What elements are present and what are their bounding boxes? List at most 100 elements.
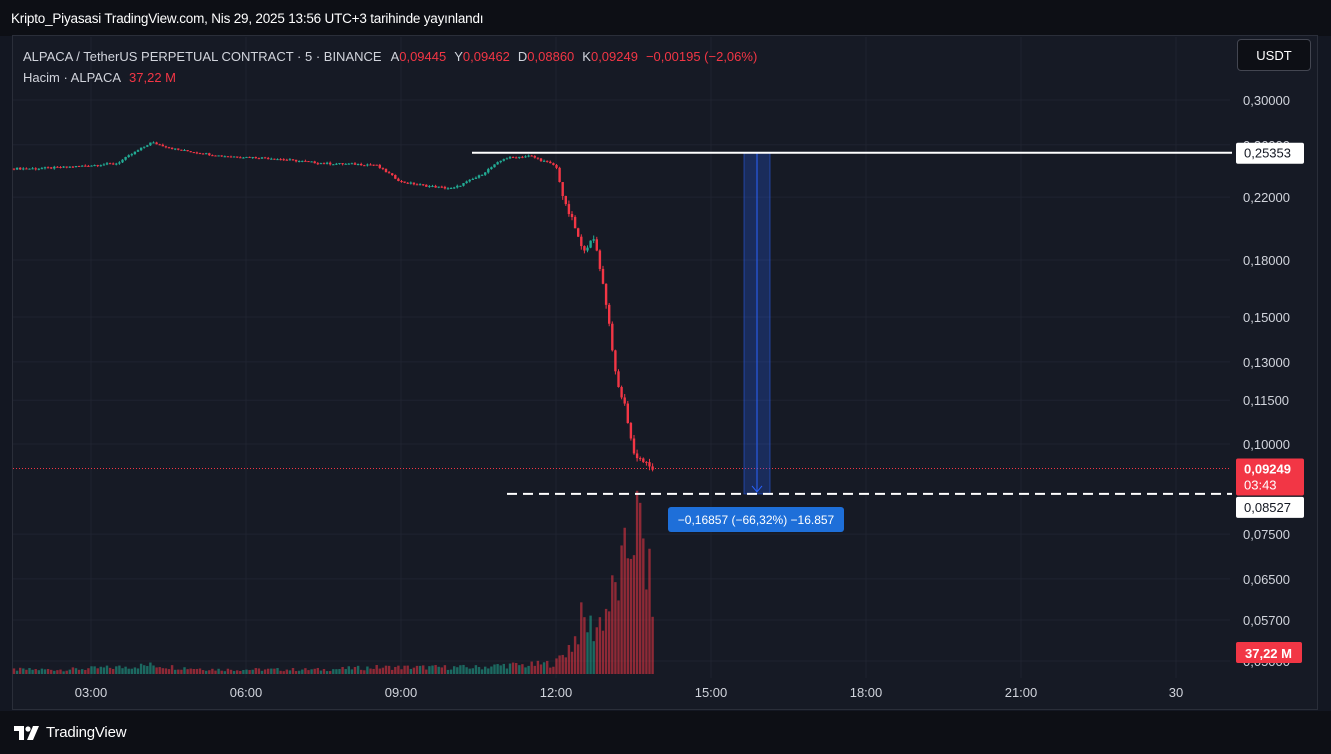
candle-body	[341, 163, 344, 165]
volume-bar	[580, 602, 583, 674]
volume-bar	[12, 668, 16, 674]
candle-body	[356, 164, 360, 166]
candle-body	[474, 177, 478, 179]
candle-body	[366, 164, 369, 166]
chart-pane[interactable]	[12, 35, 1318, 710]
volume-bar	[198, 668, 202, 674]
volume-bar	[208, 670, 211, 674]
candle-body	[267, 158, 270, 160]
candle-body	[77, 165, 81, 167]
volume-bar	[465, 667, 468, 674]
volume-bar	[285, 669, 288, 674]
time-tick-label: 15:00	[695, 685, 728, 700]
volume-bar	[515, 662, 518, 674]
volume-bar	[304, 668, 307, 674]
volume-bar	[490, 666, 493, 674]
candle-body	[468, 179, 471, 182]
tradingview-logo-icon	[14, 725, 39, 740]
volume-bar	[257, 668, 261, 674]
volume-bar	[229, 669, 233, 674]
volume-bar	[56, 670, 59, 674]
volume-bar	[338, 669, 341, 674]
candle-body	[391, 173, 394, 176]
candle-body	[139, 147, 143, 151]
volume-bar	[71, 667, 75, 674]
candle-body	[508, 157, 512, 159]
candle-body	[384, 168, 388, 173]
candle-body	[71, 166, 75, 168]
volume-bar	[542, 662, 546, 674]
volume-bar	[577, 644, 580, 674]
volume-bar	[341, 666, 344, 674]
volume-bar	[623, 527, 626, 674]
currency-button[interactable]: USDT	[1237, 39, 1311, 71]
volume-bar	[611, 575, 614, 674]
candle-body	[319, 163, 323, 165]
candle-body	[418, 184, 422, 186]
candle-body	[350, 163, 354, 165]
volume-bar	[186, 669, 189, 674]
volume-bar	[177, 669, 180, 674]
volume-bar	[127, 668, 130, 674]
volume-bar	[19, 667, 22, 674]
volume-bar	[319, 670, 323, 674]
volume-bar	[502, 663, 505, 674]
volume-bar	[356, 665, 360, 674]
candle-body	[251, 157, 254, 159]
volume-bar	[592, 641, 595, 674]
volume-bar	[598, 617, 602, 674]
candle-body	[167, 147, 171, 149]
volume-bar	[15, 670, 19, 674]
candle-body	[611, 323, 614, 351]
candle-body	[298, 160, 301, 162]
volume-bar	[456, 667, 459, 674]
volume-value: 37,22 M	[129, 70, 176, 85]
candle-body	[329, 162, 332, 165]
candle-body	[434, 185, 437, 188]
candle-body	[552, 163, 555, 165]
measure-label: −0,16857 (−66,32%) −16.857	[668, 507, 844, 532]
candle-body	[68, 166, 71, 168]
candle-body	[146, 145, 149, 147]
candle-body	[62, 166, 65, 168]
candle-body	[105, 163, 109, 165]
volume-bar	[462, 664, 465, 674]
volume-bar	[409, 668, 412, 674]
candle-body	[583, 246, 586, 251]
volume-bar	[270, 668, 273, 674]
measure-arrow-head	[751, 485, 763, 493]
last-price-label: 0,09249	[1244, 461, 1291, 476]
volume-bar	[192, 668, 195, 674]
symbol-title[interactable]: ALPACA / TetherUS PERPETUAL CONTRACT · 5…	[23, 49, 382, 64]
candle-body	[214, 155, 217, 157]
candle-body	[291, 159, 295, 161]
upper-line-price: 0,25353	[1244, 146, 1291, 161]
volume-bar	[635, 490, 639, 674]
volume-bar	[146, 666, 149, 674]
candle-body	[648, 462, 651, 467]
candle-body	[115, 163, 118, 165]
volume-bar	[480, 669, 484, 674]
candle-body	[375, 164, 378, 166]
candle-body	[282, 159, 285, 161]
volume-bar	[90, 666, 93, 674]
candle-body	[307, 161, 310, 163]
candle-body	[220, 155, 223, 157]
volume-bar	[639, 502, 642, 674]
tradingview-logo[interactable]: TradingView	[14, 724, 127, 741]
volume-bar	[453, 666, 456, 674]
volume-bar	[397, 665, 400, 674]
candle-body	[270, 158, 273, 160]
candle-body	[363, 165, 366, 167]
candle-body	[344, 163, 347, 165]
volume-bar	[474, 665, 478, 674]
volume-bar	[174, 669, 177, 674]
candle-body	[462, 183, 465, 186]
candle-body	[177, 148, 180, 150]
volume-bar	[322, 669, 326, 674]
volume-bar	[232, 671, 236, 674]
volume-bar	[31, 669, 34, 674]
candle-body	[480, 174, 484, 176]
volume-bar	[527, 665, 530, 674]
